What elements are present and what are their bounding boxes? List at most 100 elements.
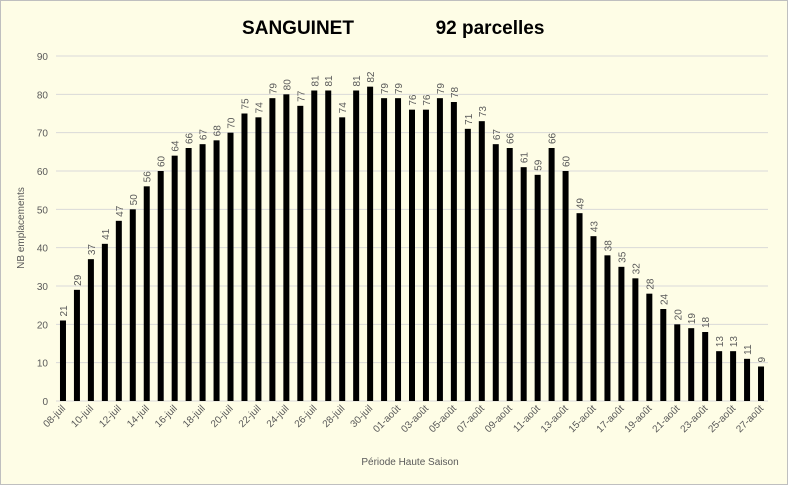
data-label: 80 <box>282 79 293 91</box>
data-label: 47 <box>115 205 126 217</box>
data-label: 81 <box>310 75 321 87</box>
data-label: 73 <box>478 106 489 118</box>
data-label: 81 <box>352 75 363 87</box>
data-label: 77 <box>296 90 307 102</box>
data-label: 79 <box>436 83 447 95</box>
data-label: 70 <box>227 117 238 129</box>
data-label: 32 <box>631 263 642 275</box>
data-label: 60 <box>157 155 168 167</box>
data-label: 68 <box>213 125 224 137</box>
bar <box>395 98 402 402</box>
bar <box>646 293 653 401</box>
bar <box>632 278 639 401</box>
bar <box>157 171 164 401</box>
data-label: 13 <box>729 336 740 348</box>
x-tick-label: 11-août <box>512 403 543 434</box>
x-tick-label: 17-août <box>595 403 627 435</box>
x-tick-label: 12-juil <box>97 403 124 430</box>
x-tick-label: 25-août <box>706 403 738 435</box>
data-label: 64 <box>171 140 182 152</box>
data-label: 74 <box>338 102 349 114</box>
x-tick-label: 18-juil <box>181 403 208 430</box>
y-tick-label: 50 <box>37 205 49 216</box>
data-label: 67 <box>199 129 210 141</box>
x-tick-label: 20-juil <box>209 403 236 430</box>
bar <box>325 90 332 401</box>
y-tick-label: 70 <box>37 129 49 140</box>
data-label: 43 <box>589 221 600 233</box>
bar <box>297 105 304 401</box>
bar <box>520 167 527 401</box>
bar <box>213 140 220 402</box>
x-tick-label: 16-juil <box>153 403 180 430</box>
x-tick-label: 19-août <box>623 403 655 435</box>
data-label: 41 <box>101 228 112 240</box>
x-tick-label: 26-juil <box>293 403 320 430</box>
bar <box>381 98 388 402</box>
data-label: 24 <box>659 293 670 305</box>
x-tick-label: 21-août <box>651 403 683 435</box>
bar <box>450 102 457 401</box>
bar <box>548 148 555 401</box>
bar <box>143 186 150 401</box>
y-tick-label: 60 <box>37 167 49 178</box>
data-label: 29 <box>73 274 84 286</box>
data-label: 66 <box>185 132 196 144</box>
y-tick-label: 40 <box>37 244 49 255</box>
data-label: 79 <box>394 83 405 95</box>
x-axis-label: Période Haute Saison <box>361 457 458 468</box>
bar <box>422 109 429 402</box>
bar <box>534 174 541 401</box>
x-tick-label: 15-août <box>567 403 599 435</box>
y-tick-label: 90 <box>37 52 49 63</box>
bar <box>311 90 318 401</box>
data-label: 61 <box>520 152 531 164</box>
data-label: 74 <box>254 102 265 114</box>
data-label: 79 <box>268 83 279 95</box>
y-tick-label: 10 <box>37 359 49 370</box>
bar <box>87 259 94 401</box>
chart-subtitle: 92 parcelles <box>436 18 545 39</box>
bar <box>618 266 625 401</box>
bar <box>576 213 583 401</box>
data-label: 19 <box>687 313 698 325</box>
data-label: 66 <box>548 132 559 144</box>
bar <box>115 220 122 401</box>
x-tick-label: 22-juil <box>237 403 264 430</box>
bar <box>604 255 611 401</box>
data-label: 35 <box>617 251 628 263</box>
bar <box>590 236 597 401</box>
bar <box>688 328 695 401</box>
bar <box>241 113 248 401</box>
x-tick-label: 03-août <box>399 403 431 435</box>
y-tick-label: 20 <box>37 320 49 331</box>
data-label: 82 <box>366 71 377 83</box>
bar <box>367 86 374 402</box>
x-tick-label: 13-août <box>539 403 571 435</box>
bar <box>73 289 80 401</box>
x-tick-label: 24-juil <box>265 403 292 430</box>
chart-title: SANGUINET <box>242 18 354 39</box>
data-label: 38 <box>603 240 614 252</box>
x-tick-label: 23-août <box>679 403 711 435</box>
data-label: 20 <box>673 309 684 321</box>
x-tick-label: 05-août <box>427 403 459 435</box>
bar <box>730 351 737 401</box>
data-label: 66 <box>506 132 517 144</box>
x-tick-label: 30-juil <box>349 403 376 430</box>
bar <box>255 117 262 401</box>
bar <box>758 366 765 401</box>
bar <box>269 98 276 402</box>
y-tick-label: 0 <box>42 397 48 408</box>
bar <box>227 132 234 401</box>
bar <box>492 144 499 401</box>
bar <box>660 309 667 401</box>
bar <box>716 351 723 401</box>
bar <box>506 148 513 401</box>
data-label: 78 <box>450 86 461 98</box>
data-label: 76 <box>408 94 419 106</box>
bar <box>283 94 290 401</box>
data-label: 11 <box>743 344 754 355</box>
bar <box>199 144 206 401</box>
